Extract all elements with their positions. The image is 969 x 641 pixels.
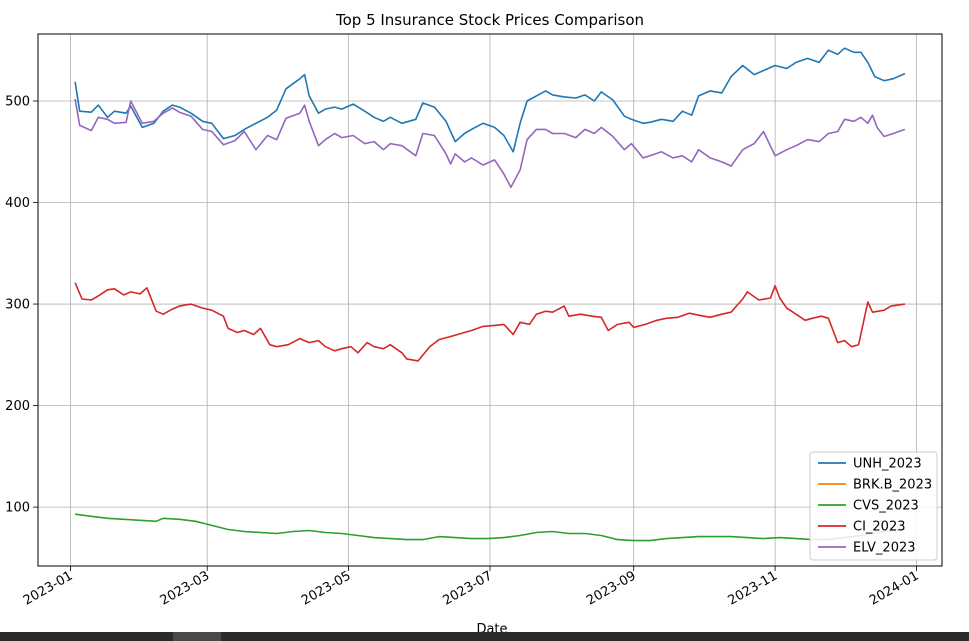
y-tick-label: 100 — [5, 501, 30, 516]
series-line-elv-2023 — [74, 98, 906, 189]
y-tick-label: 300 — [5, 298, 30, 313]
legend-box — [809, 451, 938, 561]
bottom-scrollbar[interactable] — [0, 632, 969, 641]
legend-label: UNH_2023 — [853, 457, 922, 472]
legend-label: CVS_2023 — [853, 499, 919, 514]
legend-label: BRK.B_2023 — [853, 478, 932, 493]
series-line-unh-2023 — [74, 47, 906, 153]
y-axis: 100 200 300 400 500 — [5, 95, 38, 516]
chart-title: Top 5 Insurance Stock Prices Comparison — [335, 11, 644, 29]
grid-layer — [38, 34, 942, 566]
legend-label: ELV_2023 — [853, 541, 916, 556]
y-tick-label: 200 — [5, 399, 30, 414]
scrollbar-thumb[interactable] — [173, 632, 221, 641]
y-tick-label: 500 — [5, 95, 30, 110]
legend: UNH_2023 BRK.B_2023 CVS_2023 CI_2023 ELV_202… — [809, 451, 938, 561]
series-line-cvs-2023 — [74, 513, 905, 542]
series-layer — [74, 47, 906, 542]
legend-label: CI_2023 — [853, 520, 906, 535]
series-line-ci-2023 — [74, 282, 906, 362]
y-tick-label: 400 — [5, 196, 30, 211]
